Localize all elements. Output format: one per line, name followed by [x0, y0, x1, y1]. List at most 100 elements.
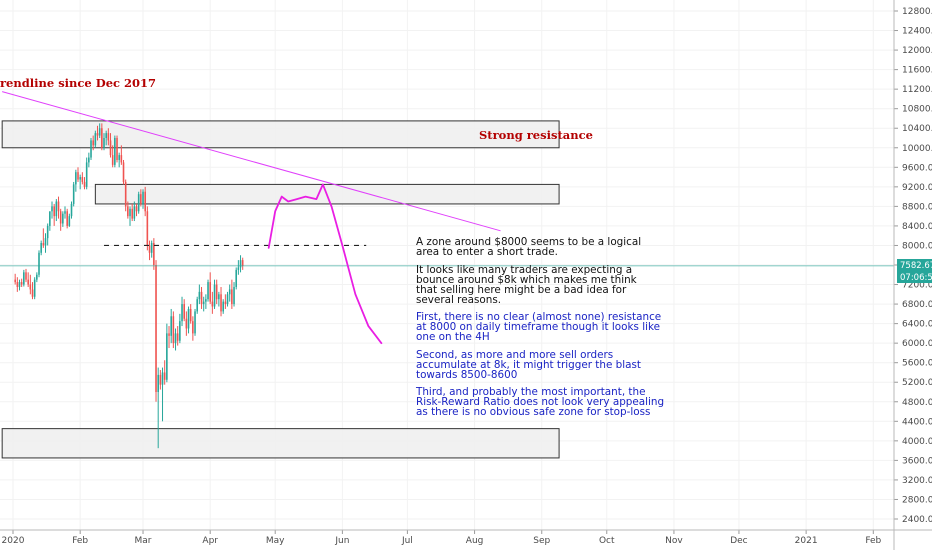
candle-down	[224, 294, 227, 309]
y-tick-label: 12800.00	[902, 7, 932, 17]
candle-body	[211, 301, 214, 307]
candle-body	[20, 282, 23, 285]
candle-body	[70, 203, 73, 217]
candle-up	[68, 213, 71, 227]
y-tick-label: 10000.00	[902, 144, 932, 154]
candle-down	[122, 159, 125, 185]
svg-text:accumulate at 8k, it might tri: accumulate at 8k, it might trigger the b…	[416, 359, 641, 371]
candle-body	[75, 172, 77, 185]
candle-down	[59, 208, 62, 231]
svg-text:First, there is no clear (almo: First, there is no clear (almost none) r…	[416, 311, 661, 323]
candle-body	[202, 301, 205, 305]
candle-down	[153, 238, 155, 270]
trendline-label: rendline since Dec 2017	[0, 76, 156, 90]
candle-up	[129, 206, 131, 226]
x-tick-label: Jul	[401, 536, 413, 546]
candle-body	[62, 213, 64, 224]
candle-body	[40, 243, 42, 253]
candle-down	[92, 135, 94, 151]
svg-text:Second, as more and more sell: Second, as more and more sell orders	[416, 349, 613, 361]
candle-down	[209, 272, 211, 305]
candle-down	[172, 311, 175, 349]
candle-up	[33, 277, 36, 300]
x-tick-label: Oct	[599, 536, 615, 546]
candle-up	[237, 260, 240, 275]
candle-body	[155, 265, 157, 392]
candle-body	[183, 304, 185, 319]
candle-up	[187, 306, 190, 334]
candle-down	[144, 186, 146, 217]
candle-down	[16, 277, 19, 292]
candle-body	[194, 311, 196, 334]
candle-body	[161, 372, 164, 385]
candle-body	[157, 374, 159, 392]
candle-body	[53, 206, 55, 217]
candle-down	[155, 260, 157, 402]
candle-body	[181, 304, 183, 322]
candle-down	[107, 128, 110, 146]
y-tick-label: 2800.00	[902, 495, 932, 505]
candle-body	[148, 245, 151, 253]
candle-body	[109, 140, 112, 156]
candle-down	[146, 206, 149, 251]
projected-path	[267, 183, 383, 345]
svg-text:7582.67: 7582.67	[900, 261, 932, 271]
candle-body	[142, 191, 144, 204]
svg-text:one on the 4H: one on the 4H	[416, 331, 490, 343]
candle-body	[200, 291, 203, 305]
candle-down	[109, 133, 112, 158]
candle-up	[202, 296, 205, 312]
candle-body	[222, 301, 224, 312]
note-paragraph-4: Second, as more and more sell orders acc…	[416, 349, 641, 381]
y-tick-label: 11600.00	[902, 66, 932, 76]
y-tick-label: 6800.00	[902, 300, 932, 310]
candle-body	[226, 294, 229, 305]
resistance-zone	[1, 428, 560, 459]
candle-body	[79, 177, 81, 180]
candle-up	[88, 152, 90, 168]
note-paragraph-1: A zone around $8000 seems to be a logica…	[416, 236, 641, 258]
time-axis[interactable]: 2020 Feb Mar Apr May Jun Jul Aug Sep Oct Nov Dec 202…	[0, 529, 932, 546]
candle-up	[239, 255, 242, 273]
candle-body	[44, 238, 47, 246]
candle-body	[118, 155, 120, 160]
x-tick-label: Sep	[533, 536, 550, 546]
y-tick-label: 9200.00	[902, 183, 932, 193]
price-axis[interactable]: 12800.00 12400.00 12000.00 11600.00 11200.00…	[893, 0, 932, 550]
candle-body	[198, 291, 201, 300]
candle-body	[42, 243, 45, 246]
candle-up	[133, 201, 136, 222]
candle-body	[235, 269, 238, 287]
candle-down	[124, 179, 127, 212]
candle-down	[163, 360, 166, 385]
candle-body	[98, 128, 101, 136]
candle-up	[137, 191, 140, 214]
candle-down	[140, 189, 142, 207]
candle-up	[44, 233, 47, 253]
y-tick-label: 4800.00	[902, 398, 932, 408]
candle-down	[29, 274, 32, 295]
candle-up	[62, 211, 64, 227]
candle-up	[75, 169, 77, 192]
candle-body	[196, 299, 198, 312]
candle-up	[85, 157, 88, 190]
candle-body	[127, 206, 129, 217]
candle-up	[198, 284, 201, 305]
candle-body	[133, 206, 136, 219]
candle-up	[228, 284, 231, 302]
resistance-zone	[1, 120, 560, 149]
candle-body	[237, 267, 240, 270]
candle-up	[40, 240, 42, 256]
candle-up	[174, 328, 177, 351]
drawings	[0, 91, 894, 345]
svg-text:that selling here might be a b: that selling here might be a bad idea fo…	[416, 284, 627, 296]
candle-down	[27, 272, 29, 287]
candle-up	[170, 308, 172, 344]
y-tick-label: 8000.00	[902, 241, 932, 251]
candle-down	[14, 273, 16, 285]
candle-down	[127, 201, 129, 219]
candle-body	[92, 140, 94, 146]
candle-body	[14, 279, 16, 283]
candle-up	[94, 130, 97, 148]
